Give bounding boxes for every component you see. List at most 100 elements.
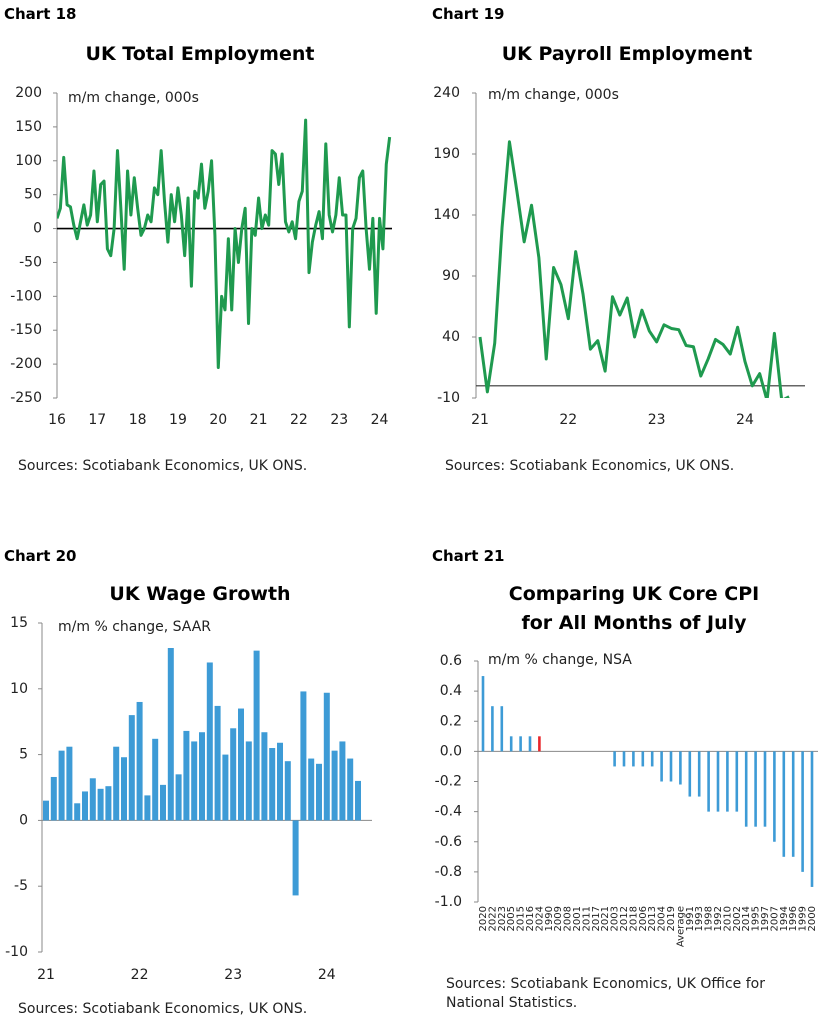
bar bbox=[641, 751, 645, 767]
bar bbox=[347, 758, 354, 821]
bar bbox=[697, 751, 701, 797]
x-tick-label: 1990 bbox=[544, 906, 555, 931]
y-tick-label: -100 bbox=[10, 288, 42, 304]
y-tick-label: -0.4 bbox=[435, 804, 462, 820]
x-tick-label: 2005 bbox=[506, 906, 517, 931]
x-tick-label: 2019 bbox=[666, 906, 677, 931]
bar bbox=[726, 751, 729, 812]
chart-title: Comparing UK Core CPI for All Months of J… bbox=[444, 580, 824, 638]
bar bbox=[66, 746, 73, 821]
x-tick-label: 2014 bbox=[741, 906, 752, 931]
bar bbox=[500, 706, 504, 752]
bar bbox=[613, 751, 616, 767]
bar bbox=[50, 776, 57, 821]
x-tick-label: 1996 bbox=[788, 906, 799, 931]
x-tick-label: 19 bbox=[169, 412, 187, 428]
bar bbox=[754, 751, 757, 827]
bar bbox=[300, 691, 307, 821]
bar bbox=[214, 705, 221, 821]
x-tick-label: 2006 bbox=[638, 906, 649, 931]
x-tick-label: 21 bbox=[471, 412, 489, 428]
bar bbox=[175, 774, 182, 821]
x-tick-label: 18 bbox=[129, 412, 147, 428]
bar bbox=[238, 708, 244, 821]
x-tick-label: 2002 bbox=[732, 906, 743, 931]
bar bbox=[74, 803, 81, 821]
title-line: for All Months of July bbox=[521, 612, 747, 634]
y-tick-label: 10 bbox=[10, 681, 28, 697]
chart-title: UK Total Employment bbox=[85, 43, 315, 65]
y-tick-label: 0 bbox=[19, 812, 28, 828]
y-tick-label: 0.4 bbox=[440, 683, 462, 699]
chart-source: Sources: Scotiabank Economics, UK ONS. bbox=[18, 1001, 308, 1017]
x-tick-label: 2012 bbox=[619, 906, 630, 931]
x-tick-label: 24 bbox=[371, 412, 389, 428]
x-tick-label: 17 bbox=[88, 412, 106, 428]
bar bbox=[679, 751, 682, 785]
line bbox=[478, 140, 790, 398]
bar bbox=[230, 728, 237, 821]
bar bbox=[660, 751, 663, 782]
bar bbox=[245, 741, 252, 821]
chart-source: Sources: Scotiabank Economics, UK ONS. bbox=[18, 458, 308, 474]
x-tick-label: 21 bbox=[250, 412, 268, 428]
x-tick-label: 2021 bbox=[600, 906, 611, 931]
bar bbox=[323, 692, 330, 821]
chart-subtitle: m/m change, 000s bbox=[488, 87, 619, 103]
bar bbox=[688, 751, 692, 797]
x-tick-label: 2015 bbox=[516, 906, 527, 931]
bar bbox=[152, 738, 159, 821]
bar bbox=[183, 730, 190, 821]
bar bbox=[269, 748, 276, 821]
bar bbox=[791, 751, 795, 857]
bar bbox=[491, 706, 494, 752]
y-tick-label: 15 bbox=[10, 615, 28, 631]
x-tick-label: 23 bbox=[224, 967, 242, 983]
x-tick-label: 2004 bbox=[657, 906, 668, 931]
x-tick-label: Average bbox=[675, 906, 686, 947]
bar bbox=[810, 751, 814, 887]
chart-label: Chart 21 bbox=[432, 547, 505, 565]
y-tick-label: -200 bbox=[10, 356, 42, 372]
y-tick-label: -50 bbox=[19, 254, 42, 270]
y-tick-label: 0.0 bbox=[440, 743, 462, 759]
chart-source: Sources: Scotiabank Economics, UK ONS. bbox=[445, 458, 735, 474]
chart-subtitle: m/m % change, NSA bbox=[488, 652, 632, 668]
x-tick-label: 2016 bbox=[525, 906, 536, 931]
chart-title: UK Payroll Employment bbox=[501, 43, 753, 65]
x-tick-label: 24 bbox=[736, 412, 754, 428]
bar bbox=[97, 788, 104, 821]
y-tick-label: -1.0 bbox=[435, 894, 462, 910]
bar bbox=[707, 751, 710, 812]
x-tick-label: 22 bbox=[559, 412, 577, 428]
chart-label: Chart 20 bbox=[4, 547, 77, 565]
bar bbox=[253, 650, 260, 821]
bar bbox=[744, 751, 748, 827]
x-tick-label: 20 bbox=[209, 412, 227, 428]
chart-label: Chart 18 bbox=[4, 5, 77, 23]
y-tick-label: -10 bbox=[437, 390, 460, 406]
x-tick-label: 1998 bbox=[704, 906, 715, 931]
bar bbox=[519, 736, 522, 752]
x-tick-label: 2024 bbox=[534, 906, 545, 931]
bar bbox=[199, 732, 205, 821]
bar bbox=[528, 736, 532, 752]
bar bbox=[632, 751, 635, 767]
bar bbox=[284, 761, 291, 821]
x-tick-label: 1995 bbox=[751, 906, 762, 931]
x-tick-label: 23 bbox=[648, 412, 666, 428]
x-tick-label: 22 bbox=[131, 967, 149, 983]
x-tick-label: 1993 bbox=[694, 906, 705, 931]
y-tick-label: 200 bbox=[15, 85, 42, 101]
bar bbox=[481, 676, 485, 752]
x-tick-label: 2000 bbox=[807, 906, 818, 931]
bar bbox=[735, 751, 739, 812]
y-tick-label: -5 bbox=[14, 878, 28, 894]
bar bbox=[509, 736, 513, 752]
bar bbox=[292, 820, 299, 896]
y-tick-label: 100 bbox=[15, 153, 42, 169]
x-tick-label: 1992 bbox=[713, 906, 724, 931]
y-tick-label: 150 bbox=[15, 119, 42, 135]
